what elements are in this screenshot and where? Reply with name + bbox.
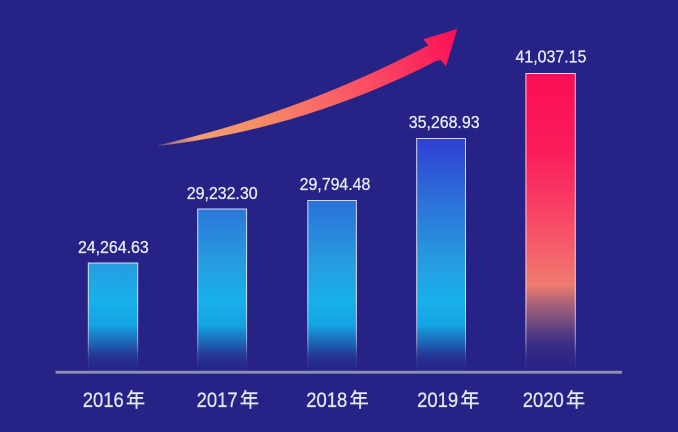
svg-text:29,232.30: 29,232.30 [187, 183, 258, 203]
svg-text:2017: 2017 [197, 389, 238, 412]
svg-text:2016: 2016 [83, 389, 124, 412]
svg-text:29,794.48: 29,794.48 [300, 174, 371, 194]
svg-text:41,037.15: 41,037.15 [516, 46, 587, 66]
svg-text:35,268.93: 35,268.93 [409, 112, 480, 132]
svg-text:2018: 2018 [306, 389, 347, 412]
svg-text:24,264.63: 24,264.63 [78, 237, 149, 257]
svg-text:2020: 2020 [523, 389, 564, 412]
svg-text:2019: 2019 [417, 389, 458, 412]
